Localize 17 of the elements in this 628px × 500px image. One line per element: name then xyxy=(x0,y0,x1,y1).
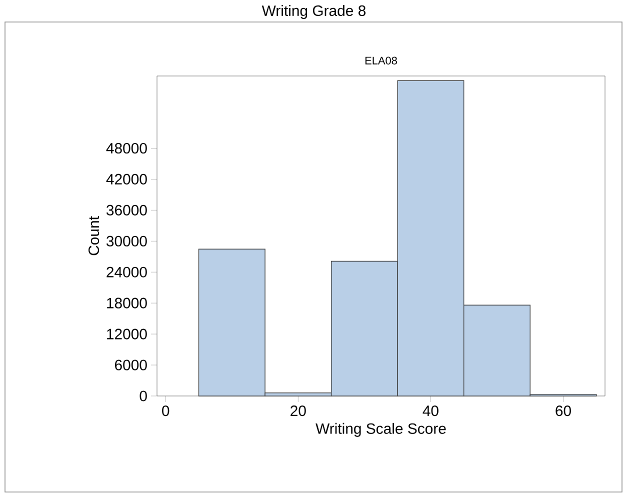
y-tick-label: 48000 xyxy=(106,142,147,154)
y-axis-title: Count xyxy=(88,216,100,256)
y-tick-label: 24000 xyxy=(106,266,147,278)
chart-subtitle: ELA08 xyxy=(365,56,397,64)
y-tick-label: 18000 xyxy=(107,298,147,308)
y-tick-label: 6000 xyxy=(115,360,147,370)
x-tick-label: 40 xyxy=(422,406,438,416)
y-tick-label: 42000 xyxy=(106,174,147,184)
y-tick-label: 30000 xyxy=(106,236,147,246)
x-tick-label: 0 xyxy=(162,406,170,416)
x-axis-title: Writing Scale Score xyxy=(316,422,446,437)
x-tick-label: 60 xyxy=(556,406,571,416)
y-tick-label: 12000 xyxy=(107,328,147,340)
y-tick-label: 0 xyxy=(140,390,147,402)
y-tick-label: 36000 xyxy=(106,204,147,216)
x-tick-label: 20 xyxy=(290,406,306,416)
chart-title: Writing Grade 8 xyxy=(262,5,366,19)
